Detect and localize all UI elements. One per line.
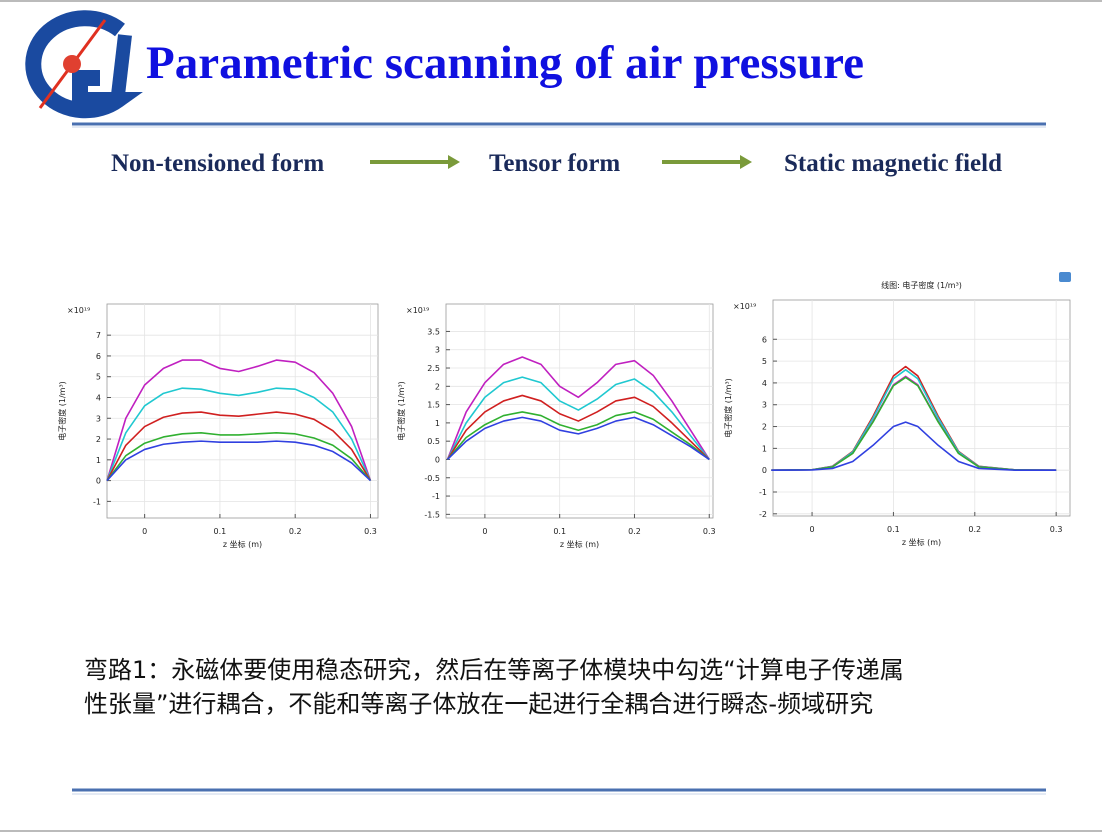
caption-line: 弯路1：永磁体要使用稳态研究，然后在等离子体模块中勾选“计算电子传递属 xyxy=(84,656,904,684)
x-tick-label: 0.1 xyxy=(553,527,566,536)
y-tick-label: 5 xyxy=(96,373,101,382)
series-line xyxy=(106,387,372,481)
plot-area xyxy=(445,303,714,519)
chart-title: 线图: 电子密度 (1/m³) xyxy=(881,280,962,290)
x-tick-label: 0.3 xyxy=(1050,525,1063,534)
x-tick-label: 0.1 xyxy=(887,525,900,534)
series-line xyxy=(771,421,1057,471)
y-tick-label: -1 xyxy=(93,497,101,506)
y-tick-label: 1.5 xyxy=(427,401,440,410)
x-axis-label: z 坐标 (m) xyxy=(560,539,599,549)
y-tick-label: 1 xyxy=(762,444,767,453)
y-tick-label: 4 xyxy=(96,393,101,402)
series-line xyxy=(446,411,710,461)
x-tick-label: 0.2 xyxy=(289,527,302,536)
axis-multiplier: ×10¹⁹ xyxy=(67,306,90,315)
series-line xyxy=(446,416,710,461)
y-tick-label: 1 xyxy=(435,419,440,428)
y-tick-label: 3 xyxy=(435,346,440,355)
series-line xyxy=(106,440,372,482)
x-axis-label: z 坐标 (m) xyxy=(223,539,262,549)
y-tick-label: -1 xyxy=(432,492,440,501)
y-tick-label: 3 xyxy=(762,401,767,410)
series-line xyxy=(446,356,710,460)
chart: -1 0 1 2 3 4 5 6 7 0 0.1 0.2 0.3 ×10¹⁹ z 坐标 (m) 电子密度 (1… xyxy=(57,303,379,549)
x-tick-label: 0 xyxy=(142,527,147,536)
series-line xyxy=(106,411,372,482)
series-line xyxy=(106,432,372,482)
icon xyxy=(1059,272,1071,282)
x-axis-label: z 坐标 (m) xyxy=(902,537,941,547)
y-tick-label: 0.5 xyxy=(427,437,440,446)
x-tick-label: 0.1 xyxy=(214,527,227,536)
x-tick-label: 0.3 xyxy=(703,527,716,536)
axis-multiplier: ×10¹⁹ xyxy=(733,302,756,311)
y-axis-label: 电子密度 (1/m³) xyxy=(723,378,733,438)
y-tick-label: 2 xyxy=(762,423,767,432)
y-tick-label: 3.5 xyxy=(427,327,440,336)
title: Parametric scanning of air pressure xyxy=(146,37,864,89)
x-tick-label: 0.3 xyxy=(364,527,377,536)
x-tick-label: 0 xyxy=(482,527,487,536)
arrow xyxy=(662,155,752,169)
y-axis-label: 电子密度 (1/m³) xyxy=(396,381,406,441)
y-tick-label: 7 xyxy=(96,331,101,340)
y-tick-label: 2 xyxy=(435,382,440,391)
flow-step: Static magnetic field xyxy=(784,150,1002,177)
plot-area xyxy=(772,299,1071,517)
y-tick-label: 6 xyxy=(762,335,767,344)
x-tick-label: 0.2 xyxy=(628,527,641,536)
flow-step: Non-tensioned form xyxy=(111,150,324,177)
series-line xyxy=(446,394,710,461)
flow-step: Tensor form xyxy=(489,150,620,177)
y-tick-label: 2 xyxy=(96,435,101,444)
chart: -1.5 -1 -0.5 0 0.5 1 1.5 2 2.5 3 3.5 0 0.1 0.2 0.3 ×10¹… xyxy=(396,303,716,549)
y-tick-label: 0 xyxy=(762,466,767,475)
y-tick-label: -1.5 xyxy=(424,510,440,519)
logo xyxy=(25,10,144,119)
y-tick-label: 3 xyxy=(96,414,101,423)
y-axis-label: 电子密度 (1/m³) xyxy=(57,381,67,441)
series-line xyxy=(771,376,1057,471)
y-tick-label: 1 xyxy=(96,456,101,465)
plot-area xyxy=(106,303,379,519)
y-tick-label: 0 xyxy=(96,477,101,486)
arrow xyxy=(370,155,460,169)
chart: -2 -1 0 1 2 3 4 5 6 0 0.1 0.2 0.3 ×10¹⁹ z 坐标 (m) 电子密度 (… xyxy=(723,280,1071,547)
y-tick-label: -0.5 xyxy=(424,474,440,483)
y-tick-label: 2.5 xyxy=(427,364,440,373)
y-tick-label: -1 xyxy=(759,488,767,497)
y-tick-label: -2 xyxy=(759,510,767,519)
x-tick-label: 0.2 xyxy=(968,525,981,534)
y-tick-label: 6 xyxy=(96,352,101,361)
y-tick-label: 4 xyxy=(762,379,767,388)
caption-line: 性张量”进行耦合，不能和等离子体放在一起进行全耦合进行瞬态-频域研究 xyxy=(84,690,873,718)
y-tick-label: 5 xyxy=(762,357,767,366)
x-tick-label: 0 xyxy=(810,525,815,534)
y-tick-label: 0 xyxy=(435,455,440,464)
series-line xyxy=(106,359,372,481)
axis-multiplier: ×10¹⁹ xyxy=(406,306,429,315)
series-line xyxy=(446,376,710,460)
